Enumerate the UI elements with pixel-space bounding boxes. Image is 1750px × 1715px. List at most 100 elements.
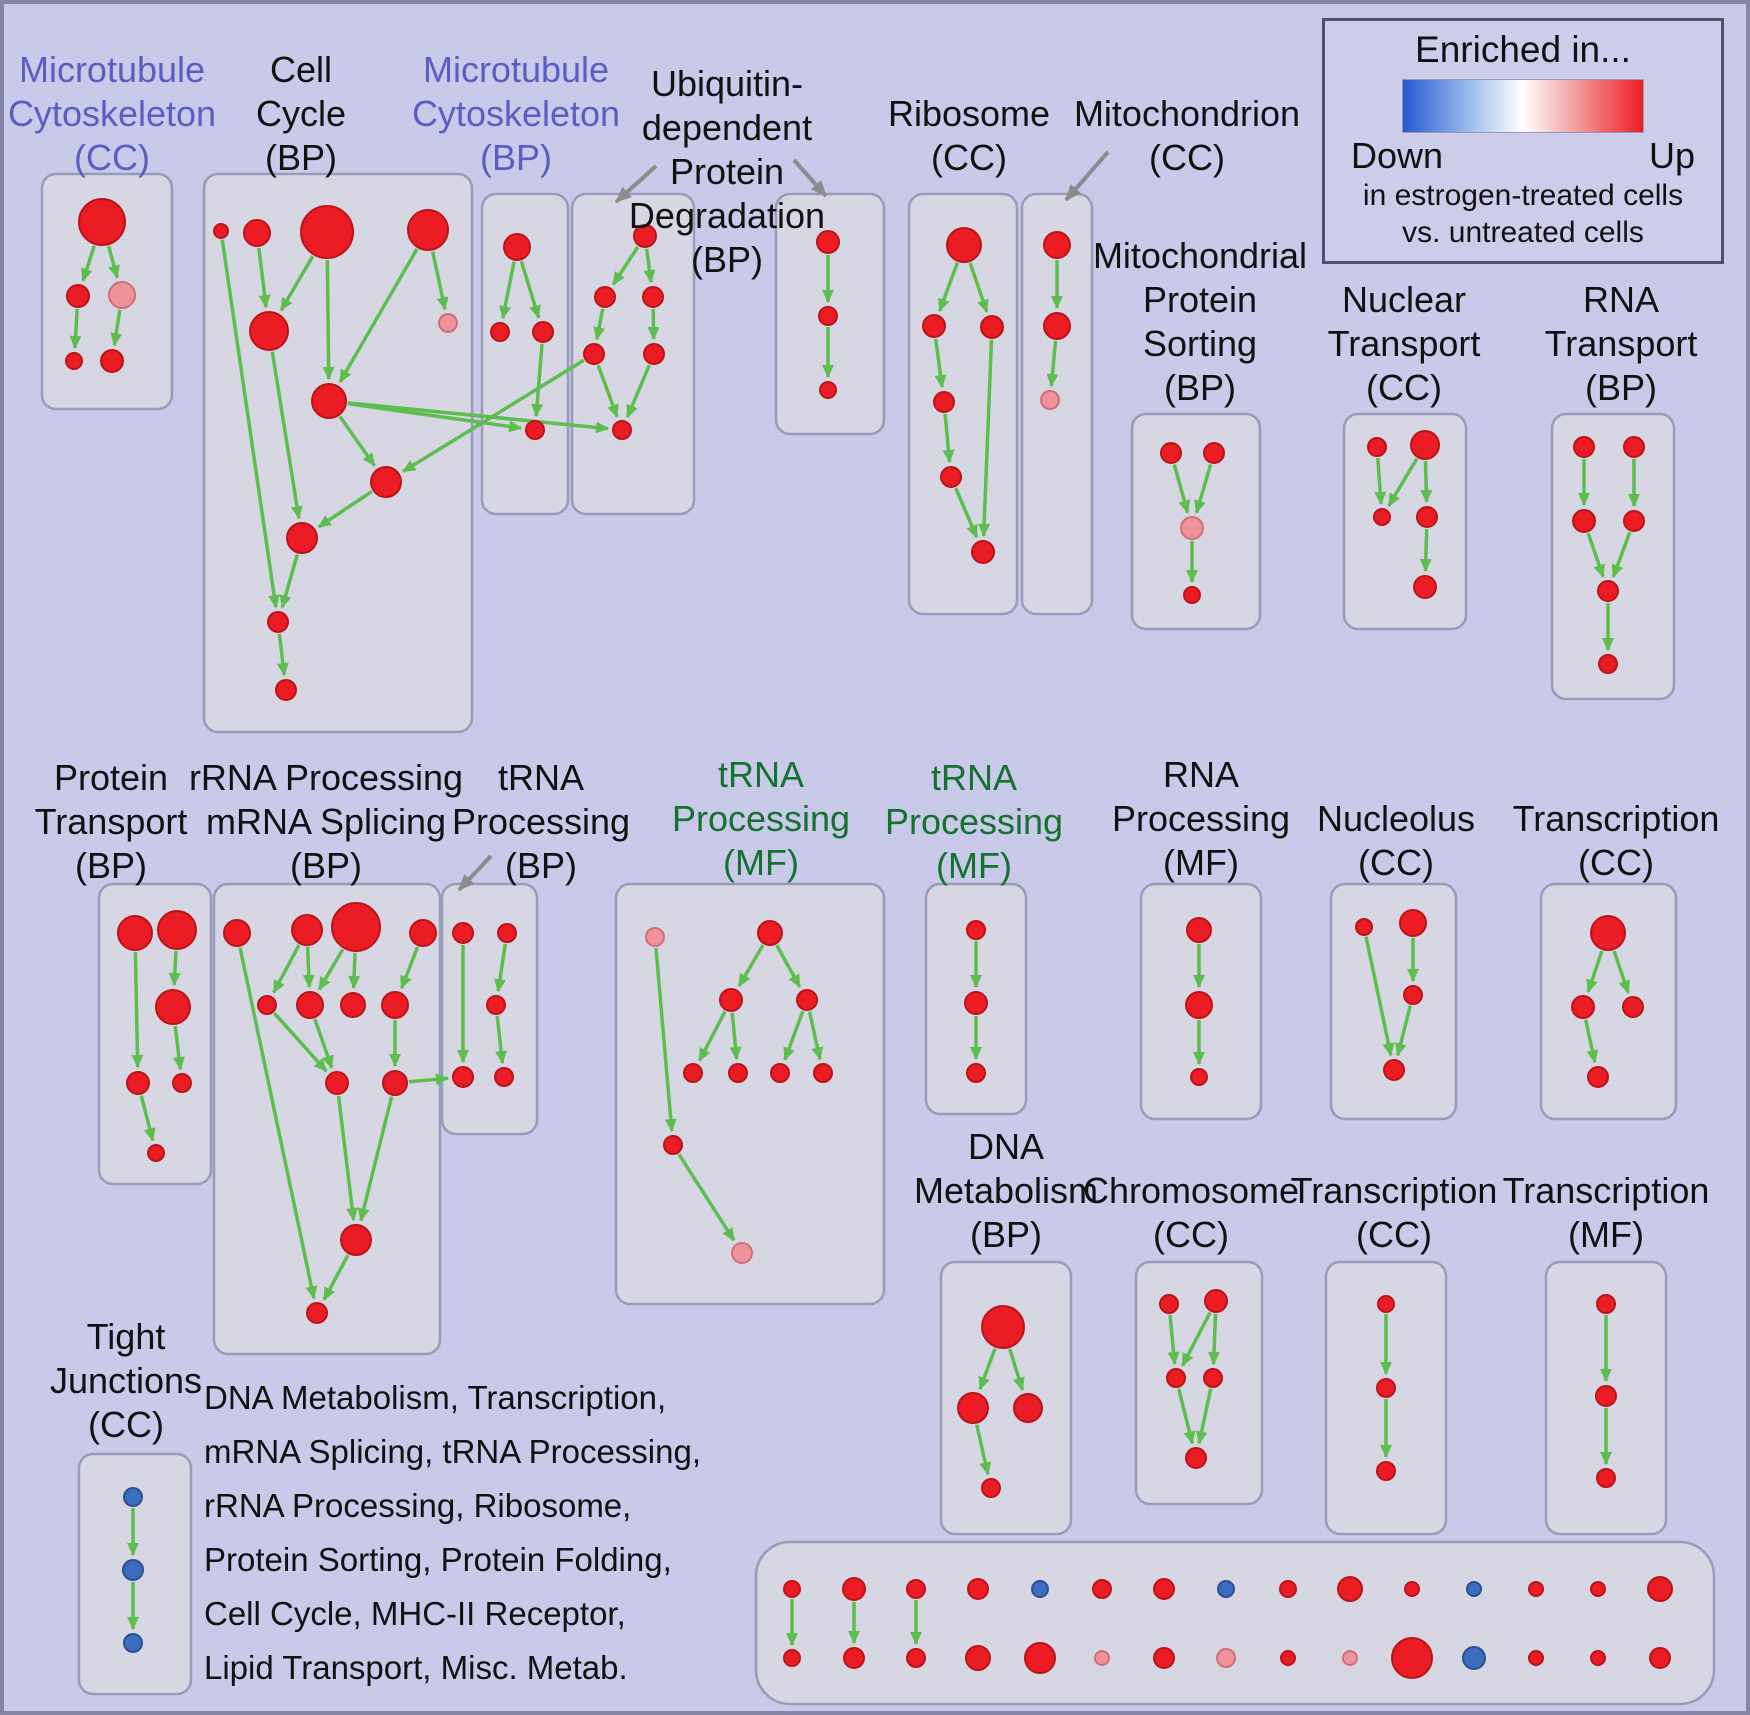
edge-arrow: [106, 245, 120, 279]
go-term-node: [1404, 1581, 1420, 1597]
cluster-label-rna-transport-bp: (BP): [1585, 367, 1657, 408]
edge-arrow: [647, 308, 660, 341]
go-term-node: [407, 209, 449, 251]
legend-title: Enriched in...: [1415, 29, 1631, 70]
go-term-node: [382, 1070, 408, 1096]
cluster-label-rna-transport-bp: Transport: [1545, 323, 1698, 364]
edge-arrow: [493, 943, 508, 993]
go-term-node: [1597, 580, 1619, 602]
go-term-node: [783, 1649, 801, 1667]
go-term-node: [965, 1645, 991, 1671]
edge-arrow: [937, 262, 960, 312]
go-term-node: [1166, 1368, 1186, 1388]
go-term-node: [331, 902, 381, 952]
go-term-node: [1185, 991, 1213, 1019]
cluster-label-trna-processing-mf-2: tRNA: [931, 757, 1017, 798]
go-term-node: [1367, 437, 1387, 457]
legend-up-label: Up: [1648, 135, 1695, 176]
go-term-node: [123, 1487, 143, 1507]
mixed-cluster-caption-line: Cell Cycle, MHC-II Receptor,: [204, 1595, 626, 1632]
cluster-box-protein-transport-bp: [97, 882, 213, 1186]
go-term-node: [1355, 918, 1373, 936]
edge-arrow: [1167, 1314, 1180, 1366]
go-term-node: [1043, 312, 1071, 340]
go-term-node: [1186, 917, 1212, 943]
edge-arrow: [168, 950, 181, 987]
go-term-node: [525, 420, 545, 440]
go-term-node: [633, 224, 657, 248]
go-term-node: [1203, 1368, 1223, 1388]
go-term-node: [213, 223, 229, 239]
cluster-label-transcription-mf: (MF): [1568, 1214, 1644, 1255]
cluster-label-microtubule-cytoskeleton-bp: Cytoskeleton: [412, 93, 620, 134]
legend-subtitle-2: vs. untreated cells: [1402, 216, 1644, 249]
edge-arrow: [347, 401, 610, 434]
go-term-node: [1391, 1637, 1433, 1679]
go-term-node: [311, 383, 347, 419]
go-term-node: [1013, 1393, 1043, 1423]
cluster-label-protein-transport-bp: Transport: [35, 801, 188, 842]
go-term-node: [1031, 1580, 1049, 1598]
go-term-node: [275, 679, 297, 701]
legend-subtitle-1: in estrogen-treated cells: [1362, 179, 1684, 212]
cluster-label-transcription-cc-2: Transcription: [1291, 1170, 1498, 1211]
legend: Enriched in... Down Up in estrogen-treat…: [1322, 18, 1724, 264]
go-term-node: [291, 914, 323, 946]
go-term-node: [1462, 1646, 1486, 1670]
go-term-node: [594, 286, 616, 308]
edge-arrow: [654, 947, 677, 1133]
go-term-node: [1342, 1650, 1358, 1666]
go-term-node: [906, 1648, 926, 1668]
mixed-cluster-caption-line: DNA Metabolism, Transcription,: [204, 1379, 666, 1416]
go-term-node: [370, 466, 402, 498]
edge-arrow: [1387, 457, 1419, 507]
edge-arrow: [80, 245, 96, 282]
go-term-node: [1596, 1294, 1616, 1314]
go-term-node: [1280, 1650, 1296, 1666]
edge-arrow: [737, 944, 765, 988]
go-term-node: [340, 1224, 372, 1256]
go-term-node: [612, 420, 632, 440]
cluster-label-cell-cycle-bp: (BP): [265, 137, 337, 178]
go-term-node: [1180, 516, 1204, 540]
cluster-label-mitochondrial-protein-sorting-bp: (BP): [1164, 367, 1236, 408]
edge-arrow: [531, 343, 544, 418]
go-term-node: [1043, 231, 1071, 259]
cluster-label-rna-processing-mf: (MF): [1163, 842, 1239, 883]
edge-arrow: [276, 633, 289, 677]
go-term-node: [65, 352, 83, 370]
go-term-node: [1598, 654, 1618, 674]
go-term-node: [1092, 1579, 1112, 1599]
label-pointer-arrow: [792, 158, 828, 198]
go-term-node: [643, 343, 665, 365]
edge-arrow: [1172, 464, 1191, 514]
go-term-node: [645, 927, 665, 947]
go-term-node: [770, 1063, 790, 1083]
cluster-label-rrna-processing-mrna-splicing-bp: mRNA Splicing: [206, 801, 446, 842]
edge-arrow: [1420, 460, 1433, 504]
go-term-node: [117, 915, 153, 951]
edge-arrow: [270, 351, 303, 520]
go-term-node: [971, 540, 995, 564]
edge-arrow: [1611, 531, 1632, 578]
go-term-node: [1373, 508, 1391, 526]
nodes-layer: [65, 198, 1673, 1679]
mixed-cluster-caption-line: Lipid Transport, Misc. Metab.: [204, 1649, 628, 1686]
cluster-box-microtubule-cytoskeleton-bp: [480, 192, 570, 516]
go-term-node: [78, 198, 126, 246]
go-term-node: [1413, 575, 1437, 599]
edge-arrow: [317, 948, 345, 991]
go-term-node: [1376, 1461, 1396, 1481]
go-term-node: [981, 1478, 1001, 1498]
cluster-label-trna-processing-mf-2: Processing: [885, 801, 1063, 842]
go-term-node: [300, 205, 354, 259]
go-term-node: [1183, 586, 1201, 604]
edge-arrow: [978, 1347, 997, 1391]
cluster-label-microtubule-cytoskeleton-bp: Microtubule: [423, 49, 609, 90]
go-term-node: [1383, 1059, 1405, 1081]
cluster-label-trna-processing-mf-2: (MF): [936, 845, 1012, 886]
go-term-node: [966, 920, 986, 940]
go-term-node: [126, 1071, 150, 1095]
go-term-node: [933, 391, 955, 413]
edge-arrow: [1374, 457, 1387, 506]
